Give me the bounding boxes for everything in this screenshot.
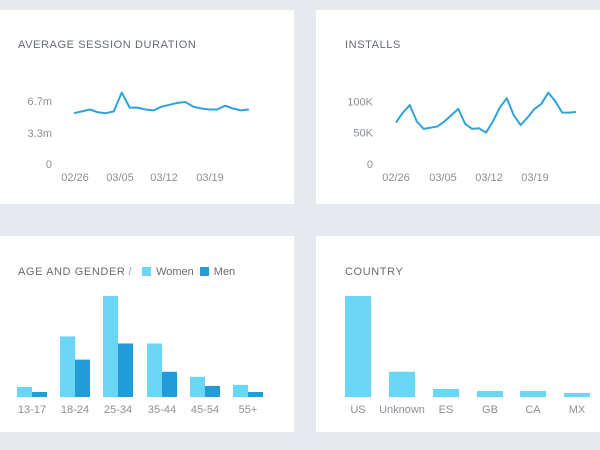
installs-x-tick-label: 03/05 <box>429 172 457 184</box>
session-x-tick-label: 03/19 <box>196 172 224 184</box>
women-legend-label[interactable]: Women <box>156 266 194 278</box>
session-x-tick-label: 03/05 <box>106 172 134 184</box>
men-bar <box>205 385 220 397</box>
installs-x-tick-label: 02/26 <box>382 172 410 184</box>
installs-y-tick-label: 0 <box>367 159 373 171</box>
age-category-label: 25-34 <box>104 404 132 416</box>
session-duration-chart: 0 3.3m 6.7m 02/26 03/05 03/12 03/19 <box>28 91 250 184</box>
women-bar <box>103 296 118 397</box>
country-category-label: ES <box>439 404 454 416</box>
women-bar <box>233 384 248 397</box>
legend-separator: / <box>128 266 133 278</box>
country-bar <box>345 296 371 397</box>
session-y-tick-label: 0 <box>46 159 52 171</box>
country-category-label: US <box>350 404 365 416</box>
session-x-tick-label: 03/12 <box>150 172 178 184</box>
women-bar <box>17 386 32 397</box>
age-gender-title: AGE AND GENDER / Women Men <box>18 266 235 278</box>
session-duration-card: AVERAGE SESSION DURATION 0 3.3m 6.7m 02/26 0… <box>0 10 294 204</box>
country-bar <box>477 390 503 397</box>
men-legend-swatch <box>199 267 209 276</box>
men-bar <box>162 371 177 397</box>
installs-x-tick-label: 03/19 <box>521 172 549 184</box>
country-category-label: Unknown <box>379 404 425 416</box>
men-legend-label[interactable]: Men <box>213 266 236 278</box>
installs-card: INSTALLS 0 50K 100K 02/26 03/05 03/12 03/19 <box>316 10 600 204</box>
men-bar <box>248 391 263 397</box>
women-bar <box>147 343 162 397</box>
country-category-label: MX <box>569 404 586 416</box>
age-category-label: 18-24 <box>61 404 89 416</box>
age-gender-chart: 13-17 18-24 25-34 35-44 45-54 55+ <box>17 296 263 416</box>
installs-series-line <box>395 91 577 134</box>
country-bar <box>564 392 590 397</box>
women-bar <box>60 336 75 397</box>
session-series-line <box>73 91 250 115</box>
men-bar <box>32 391 47 397</box>
age-category-label: 45-54 <box>191 404 219 416</box>
country-chart: US Unknown ES GB CA MX <box>345 296 590 416</box>
age-gender-card: AGE AND GENDER / Women Men 13-17 18-24 25-34 3… <box>0 236 294 432</box>
country-category-label: GB <box>482 404 498 416</box>
women-bar <box>190 376 205 397</box>
age-category-label: 13-17 <box>18 404 46 416</box>
country-bar <box>433 388 459 397</box>
age-category-label: 55+ <box>239 404 258 416</box>
installs-x-tick-label: 03/12 <box>475 172 503 184</box>
session-y-tick-label: 3.3m <box>28 128 52 140</box>
country-category-label: CA <box>525 404 541 416</box>
country-card: COUNTRY US Unknown ES GB CA MX <box>316 236 600 432</box>
age-category-label: 35-44 <box>148 404 176 416</box>
women-legend-swatch <box>142 267 152 276</box>
country-title: COUNTRY <box>345 266 404 278</box>
installs-chart: 0 50K 100K 02/26 03/05 03/12 03/19 <box>347 91 577 184</box>
installs-y-tick-label: 100K <box>347 96 373 108</box>
installs-title: INSTALLS <box>345 39 401 51</box>
age-gender-title-text: AGE AND GENDER <box>18 266 126 278</box>
session-x-tick-label: 02/26 <box>61 172 89 184</box>
installs-y-tick-label: 50K <box>353 128 373 140</box>
country-bar <box>520 390 546 397</box>
session-y-tick-label: 6.7m <box>28 96 52 108</box>
men-bar <box>118 343 133 397</box>
country-bar <box>389 371 415 397</box>
session-duration-title: AVERAGE SESSION DURATION <box>18 39 197 51</box>
men-bar <box>75 359 90 397</box>
